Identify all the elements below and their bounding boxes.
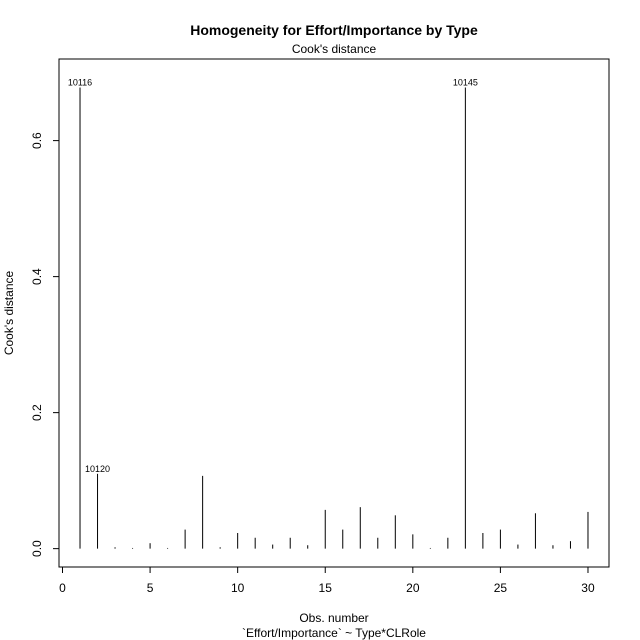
y-axis: 0.0 0.2 0.4 0.6: [30, 132, 60, 557]
plot-frame: [58, 58, 610, 568]
y-tick-label: 0.0: [30, 540, 44, 557]
x-tick-label: 20: [406, 581, 420, 595]
y-tick-label: 0.6: [30, 132, 44, 149]
x-axis: 0 5 10 15 20 25 30: [59, 566, 595, 595]
y-tick-label: 0.2: [30, 404, 44, 421]
x-tick-label: 15: [319, 581, 333, 595]
x-tick-label: 25: [494, 581, 508, 595]
data-series: [79, 87, 589, 549]
x-tick-label: 5: [147, 581, 154, 595]
observation-label: 10120: [85, 464, 110, 474]
x-tick-label: 30: [581, 581, 595, 595]
observation-label: 10145: [453, 78, 478, 88]
observation-label: 10116: [68, 78, 92, 88]
x-tick-label: 0: [59, 581, 66, 595]
chart-title: Homogeneity for Effort/Importance by Typ…: [190, 22, 478, 38]
y-tick-label: 0.4: [30, 268, 44, 285]
x-axis-label: Obs. number: [299, 611, 368, 625]
point-annotations: 10116 10120 10145: [68, 78, 478, 474]
x-tick-label: 10: [231, 581, 245, 595]
x-axis-formula: `Effort/Importance` ~ Type*CLRole: [242, 626, 426, 640]
y-axis-label: Cook's distance: [2, 271, 16, 356]
chart-subtitle: Cook's distance: [292, 42, 377, 56]
